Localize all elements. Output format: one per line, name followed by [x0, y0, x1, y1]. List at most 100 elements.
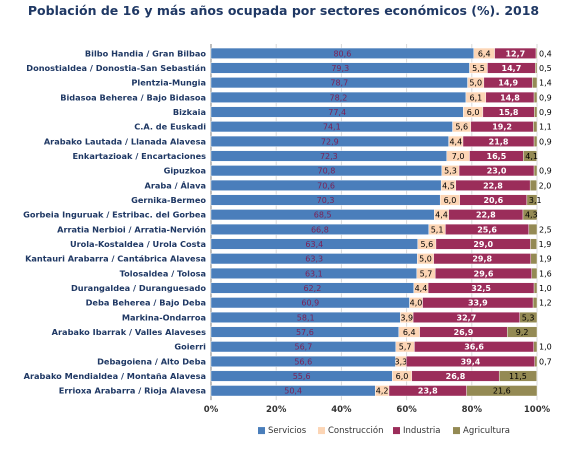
category-label: Errioxa Arabarra / Rioja Alavesa [59, 386, 206, 396]
legend-swatch [258, 427, 265, 435]
data-label: 5,1 [431, 225, 444, 234]
category-label: Markina-Ondarroa [122, 312, 206, 322]
data-label: 66,8 [311, 225, 329, 234]
category-label: Goierri [174, 342, 206, 352]
data-label: 5,3 [522, 313, 535, 322]
category-label: Plentzia-Mungia [131, 78, 206, 88]
data-label: 14,8 [500, 93, 520, 102]
category-label: Arratia Nerbioi / Arratia-Nervión [57, 224, 206, 234]
data-label: 79,3 [331, 64, 349, 73]
data-label: 56,6 [294, 357, 312, 366]
data-label: 15,8 [499, 108, 519, 117]
data-label: 4,4 [449, 137, 462, 146]
category-label: Bilbo Handia / Gran Bilbao [85, 48, 206, 58]
data-label: 23,0 [487, 167, 507, 176]
category-labels: Bilbo Handia / Gran Bilbao Donostialdea /… [23, 48, 206, 395]
data-label: 7,0 [452, 152, 465, 161]
data-label: 70,6 [317, 181, 335, 190]
bar-segment-agricultura [507, 326, 538, 338]
data-label: 12,7 [505, 49, 525, 58]
bar-segment-agricultura [533, 135, 538, 147]
data-label: 63,4 [305, 240, 323, 249]
bar-segment-agricultura [535, 62, 538, 74]
category-label: Durangaldea / Duranguesado [71, 283, 206, 293]
data-label: 21,6 [493, 387, 511, 396]
x-tick-label: 80% [462, 405, 483, 415]
legend: Servicios Construcción Industria Agricultur… [258, 425, 510, 436]
data-label: 72,9 [321, 137, 339, 146]
data-label: 77,4 [328, 108, 346, 117]
data-label: 4,4 [415, 284, 428, 293]
data-label: 20,6 [483, 196, 503, 205]
category-label: Bizkaia [173, 107, 206, 117]
x-tick-label: 0% [204, 405, 219, 415]
data-label: 16,5 [487, 152, 507, 161]
data-label: 0,9 [539, 137, 552, 146]
data-label: 63,3 [305, 255, 323, 264]
data-label: 78,2 [330, 93, 348, 102]
x-tick-label: 60% [396, 405, 417, 415]
bar-segment-agricultura [533, 165, 538, 177]
data-label: 22,8 [483, 181, 503, 190]
bar-segment-agricultura [530, 238, 537, 250]
data-label: 1,9 [539, 240, 552, 249]
bar-segment-agricultura [533, 341, 538, 353]
x-tick-label: 20% [266, 405, 287, 415]
data-label: 70,8 [317, 167, 335, 176]
data-label: 0,9 [539, 167, 552, 176]
data-label: 6,0 [444, 196, 457, 205]
data-label: 39,4 [461, 357, 481, 366]
data-label: 29,0 [473, 240, 493, 249]
legend-swatch [393, 427, 400, 435]
data-label: 11,5 [509, 372, 527, 381]
category-label: Araba / Álava [144, 179, 206, 190]
data-label: 70,3 [317, 196, 335, 205]
data-label: 50,4 [284, 387, 302, 396]
bar-segment-agricultura [519, 311, 538, 323]
data-label: 23,8 [418, 387, 438, 396]
category-label: Kantauri Arabarra / Cantábrica Alavesa [25, 254, 206, 264]
category-label: Arabako Mendialdea / Montaña Alavesa [24, 371, 206, 381]
legend-label: Industria [403, 426, 441, 436]
data-label: 1,0 [539, 284, 552, 293]
x-axis-ticks: 0% 20% 40% 60% 80% 100% [204, 405, 551, 415]
data-label: 6,1 [470, 93, 483, 102]
data-label: 1,9 [539, 255, 552, 264]
data-label: 5,0 [469, 79, 482, 88]
data-label: 63,1 [305, 269, 323, 278]
data-label: 2,5 [539, 225, 552, 234]
bar-segment-agricultura [533, 282, 538, 294]
bar-segment-agricultura [498, 370, 537, 382]
data-label: 26,9 [454, 328, 474, 337]
category-label: Debagoiena / Alto Deba [97, 356, 206, 366]
category-label: Enkartazioak / Encartaciones [72, 151, 206, 161]
data-label: 5,0 [419, 255, 432, 264]
bar-segment-agricultura [532, 297, 538, 309]
legend-swatch [453, 427, 460, 435]
data-label: 5,7 [399, 343, 412, 352]
data-label: 1,0 [539, 343, 552, 352]
data-label: 3,3 [395, 357, 408, 366]
data-label: 80,6 [333, 49, 351, 58]
data-label: 6,4 [478, 49, 491, 58]
bar-segment-agricultura [531, 267, 538, 279]
data-label: 78,7 [330, 79, 348, 88]
category-label: Gorbeia Inguruak / Estribac. del Gorbea [23, 210, 206, 220]
data-label: 0,4 [539, 49, 552, 58]
category-label: Arabako Lautada / Llanada Alavesa [44, 136, 206, 146]
bar-segment-agricultura [534, 106, 538, 118]
data-label: 21,8 [489, 137, 509, 146]
data-label: 2,0 [539, 181, 552, 190]
data-label: 1,4 [539, 79, 552, 88]
data-label: 4,1 [525, 152, 538, 161]
category-label: Gipuzkoa [164, 166, 206, 176]
data-label: 55,6 [293, 372, 311, 381]
bar-segment-agricultura [528, 223, 538, 235]
bar-segment-agricultura [523, 150, 537, 162]
data-label: 0,9 [539, 108, 552, 117]
data-label: 3,9 [400, 313, 413, 322]
data-label: 62,2 [303, 284, 321, 293]
data-label: 29,8 [472, 255, 492, 264]
category-label: Bidasoa Beherea / Bajo Bidasoa [60, 92, 206, 102]
data-label: 9,2 [516, 328, 529, 337]
